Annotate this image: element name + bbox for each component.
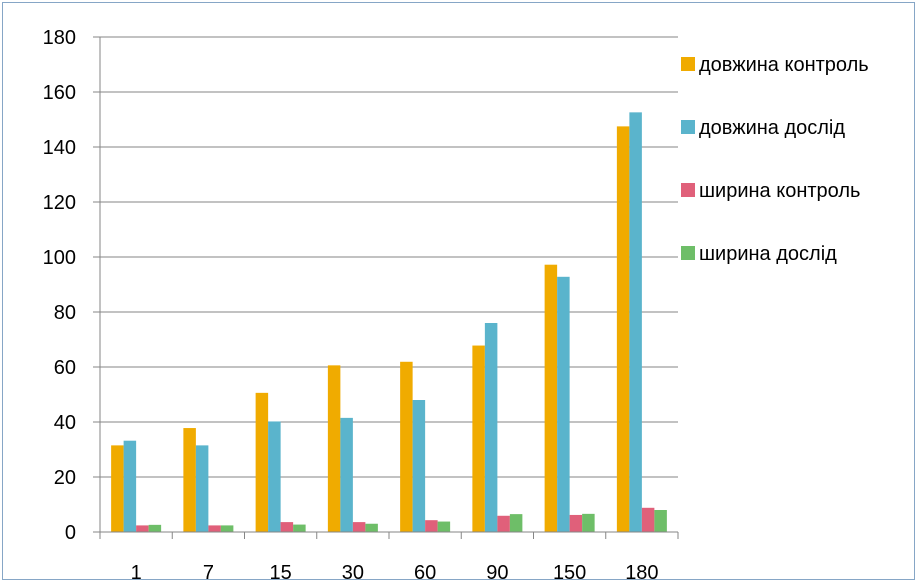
- y-tick-label: 20: [54, 467, 76, 489]
- x-tick-label: 1: [131, 562, 142, 582]
- bar: [557, 276, 570, 532]
- bar: [484, 323, 498, 532]
- y-tick-label: 140: [43, 137, 76, 159]
- bar: [497, 515, 510, 532]
- bar: [327, 365, 341, 532]
- bar: [412, 400, 426, 532]
- y-tick-label: 100: [43, 247, 76, 269]
- legend-swatch: [681, 120, 695, 134]
- bar: [220, 525, 234, 532]
- bar: [582, 513, 595, 532]
- y-tick-label: 0: [65, 522, 76, 544]
- legend-swatch: [681, 183, 695, 197]
- legend-label: ширина контроль: [699, 180, 860, 202]
- y-tick-label: 160: [43, 82, 76, 104]
- bar: [280, 522, 294, 532]
- bar: [268, 421, 281, 532]
- legend-label: довжина дослід: [699, 117, 845, 139]
- x-tick-label: 60: [414, 562, 436, 582]
- x-tick-label: 30: [342, 562, 364, 582]
- bar: [183, 428, 196, 532]
- axes: [93, 36, 679, 539]
- bar: [569, 514, 583, 532]
- bar: [400, 361, 413, 532]
- bar: [136, 525, 149, 532]
- bar: [352, 522, 366, 532]
- bar: [654, 510, 667, 532]
- x-tick-labels: 1 7 15 30 60 90 150 180: [131, 562, 659, 582]
- y-tick-label: 80: [54, 302, 76, 324]
- y-tick-label: 40: [54, 412, 76, 434]
- bar: [509, 514, 523, 532]
- x-tick-label: 15: [270, 562, 292, 582]
- legend-label: ширина дослід: [699, 243, 837, 265]
- gridlines: [100, 36, 678, 478]
- x-tick-label: 150: [553, 562, 586, 582]
- bar: [195, 445, 209, 532]
- bar: [293, 524, 306, 532]
- bar: [472, 345, 485, 532]
- bar: [111, 445, 124, 532]
- x-tick-label: 90: [486, 562, 508, 582]
- bar: [255, 392, 269, 532]
- y-tick-label: 60: [54, 357, 76, 379]
- bar: [340, 417, 353, 532]
- bar: [148, 524, 162, 532]
- legend-swatch: [681, 246, 695, 260]
- x-tick-label: 7: [203, 562, 214, 582]
- bar: [365, 523, 378, 532]
- y-tick-labels: 0 20 40 60 80 100 120 140 160 180: [43, 27, 76, 544]
- bars: [111, 112, 667, 532]
- bar: [208, 525, 221, 532]
- bar: [616, 126, 630, 532]
- y-tick-label: 120: [43, 192, 76, 214]
- y-tick-label: 180: [43, 27, 76, 49]
- bar: [123, 440, 137, 532]
- legend-swatch: [681, 57, 695, 71]
- bar: [544, 264, 558, 532]
- bar: [437, 521, 451, 532]
- bar: [425, 520, 438, 532]
- bar: [641, 507, 655, 532]
- legend: довжина контроль довжина дослід ширина кон…: [681, 54, 869, 265]
- legend-label: довжина контроль: [699, 54, 869, 76]
- x-tick-label: 180: [625, 562, 658, 582]
- bar: [629, 112, 642, 532]
